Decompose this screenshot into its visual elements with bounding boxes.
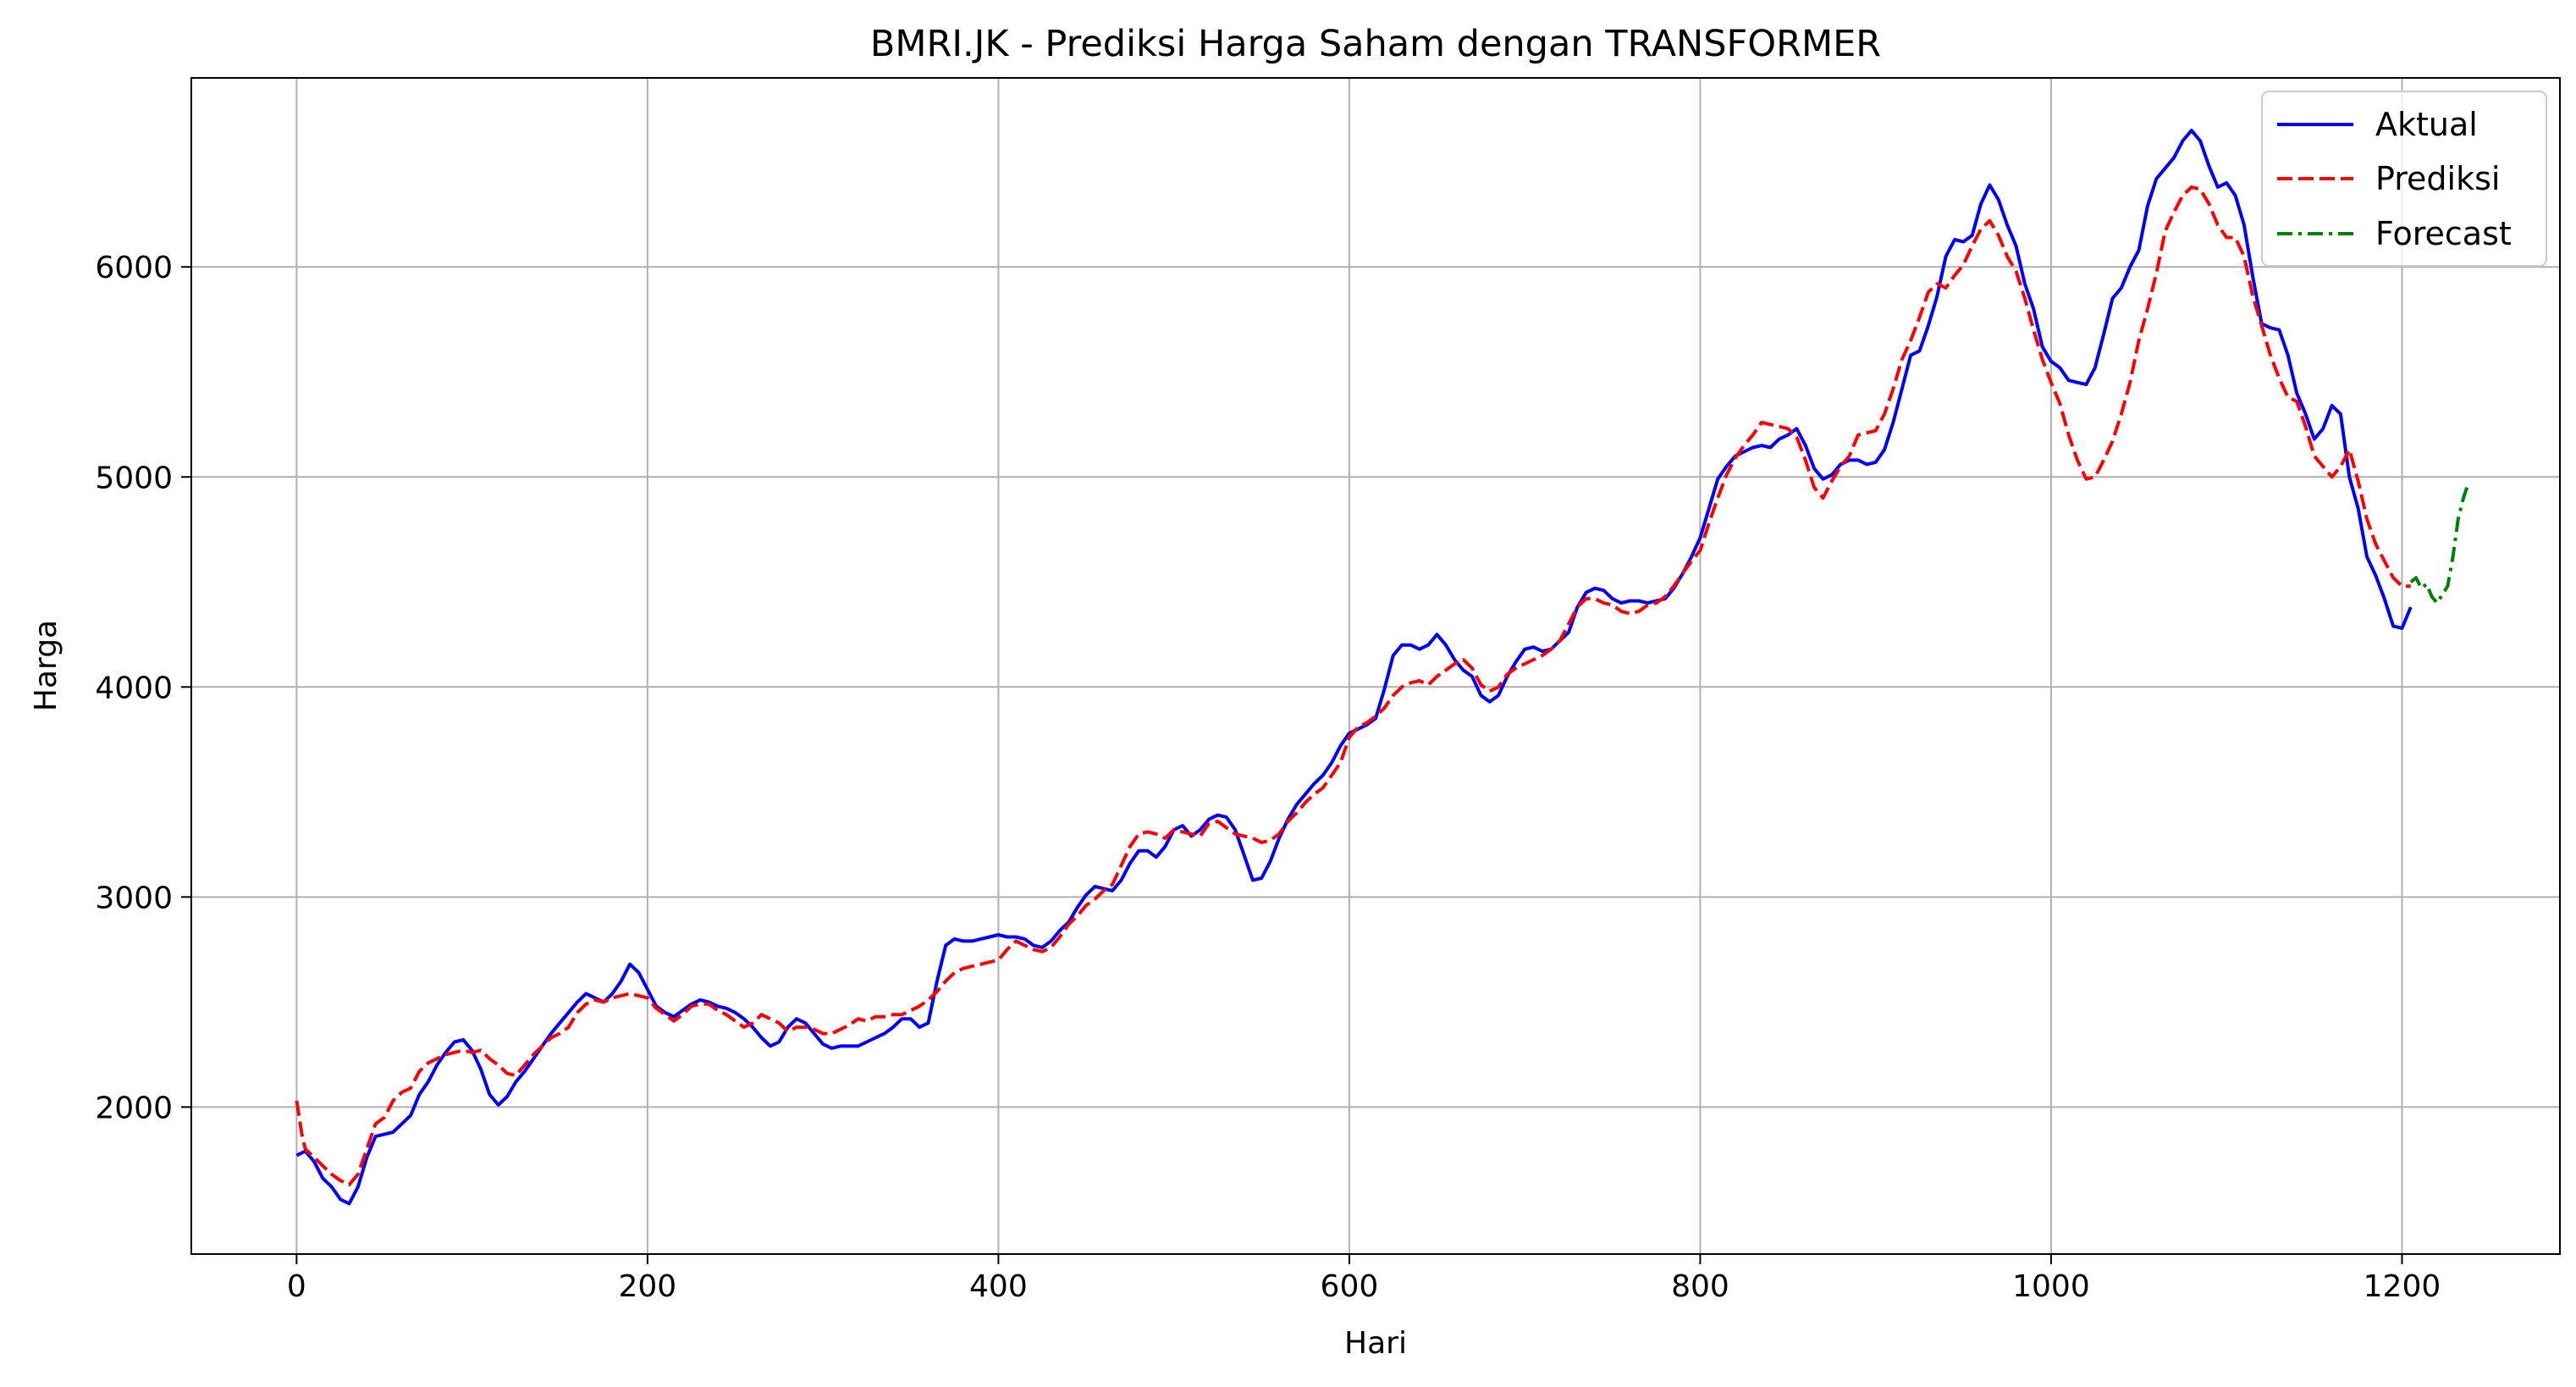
y-tick-label: 4000	[95, 671, 173, 705]
x-tick-label: 0	[287, 1269, 306, 1304]
series-line-prediksi	[295, 185, 2411, 1187]
y-axis-ticks: 2000 3000 4000 5000 6000	[95, 251, 191, 1125]
y-tick-label: 6000	[95, 251, 173, 285]
x-tick-label: 600	[1321, 1269, 1379, 1304]
legend-label-forecast: Forecast	[2375, 215, 2512, 252]
legend-label-aktual: Aktual	[2375, 106, 2478, 143]
legend: Aktual Prediksi Forecast	[2261, 91, 2547, 267]
x-tick-label: 1200	[2364, 1269, 2441, 1304]
grid-lines	[191, 78, 2560, 1254]
y-tick-label: 2000	[95, 1091, 173, 1125]
plot-frame	[190, 77, 2561, 1255]
x-tick-label: 800	[1671, 1269, 1729, 1304]
legend-label-prediksi: Prediksi	[2375, 160, 2500, 197]
chart-title: BMRI.JK - Prediksi Harga Saham dengan TR…	[870, 23, 1881, 65]
y-tick-label: 5000	[95, 461, 173, 495]
y-tick-label: 3000	[95, 881, 173, 915]
legend-box	[2261, 91, 2547, 267]
x-tick-label: 1000	[2012, 1269, 2090, 1304]
y-axis-label: Harga	[29, 620, 63, 711]
series-line-forecast	[2409, 487, 2469, 605]
series-lines	[295, 129, 2469, 1206]
x-axis-ticks: 0 200 400 600 800 1000 1200	[287, 1254, 2441, 1304]
x-tick-label: 400	[969, 1269, 1028, 1304]
x-tick-label: 200	[619, 1269, 677, 1304]
x-axis-label: Hari	[1344, 1326, 1407, 1361]
